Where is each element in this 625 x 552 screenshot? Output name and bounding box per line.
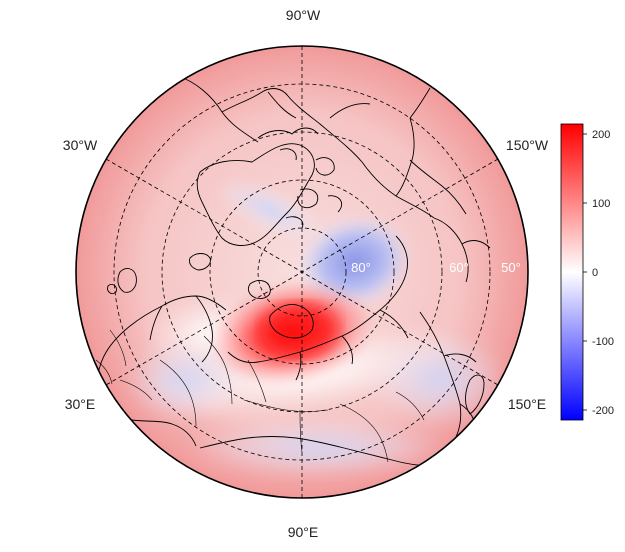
parallel-80: [257, 227, 347, 317]
lat-label-60: 60°: [449, 260, 469, 275]
coast-greenland: [196, 143, 315, 246]
lat-label-50: 50°: [501, 260, 521, 275]
lat-label-80: 80°: [351, 260, 371, 275]
lon-label-top: 90°W: [286, 7, 321, 23]
coast-alaska: [409, 159, 491, 283]
colorbar-tick-200: 200: [592, 129, 610, 141]
coast-british-isles: [107, 268, 137, 295]
colorbar-tick-0: 0: [592, 267, 598, 279]
coast-archipelago: [257, 127, 342, 229]
coast-south-asia: [199, 436, 435, 467]
country-borders: [95, 329, 425, 463]
coast-siberia: [227, 235, 409, 381]
map-boundary: [75, 45, 529, 499]
coast-north-america: [177, 75, 435, 219]
graticule: [105, 46, 499, 498]
colorbar-tick-neg200: -200: [592, 405, 614, 417]
coast-japan: [465, 374, 485, 415]
lon-label-upper-left: 30°W: [63, 137, 98, 153]
colorbar-tick-100: 100: [592, 198, 610, 210]
coast-svalbard: [247, 280, 271, 299]
colorbar-tick-neg100: -100: [592, 336, 614, 348]
lon-label-bottom: 90°E: [288, 524, 319, 540]
colorbar-ticks: [583, 133, 587, 411]
colorbar: 200 100 0 -100 -200: [560, 123, 614, 421]
meridian-150-30: [105, 158, 499, 386]
coast-europe: [96, 295, 227, 397]
coast-novaya-zemlya: [269, 304, 314, 339]
colorbar-gradient: [560, 123, 584, 421]
lon-label-lower-right: 150°E: [508, 396, 546, 412]
coastlines: [91, 75, 491, 467]
lon-label-upper-right: 150°W: [506, 137, 549, 153]
lon-label-lower-left: 30°E: [65, 396, 96, 412]
parallel-70: [209, 179, 395, 365]
coast-iceland: [189, 253, 211, 271]
